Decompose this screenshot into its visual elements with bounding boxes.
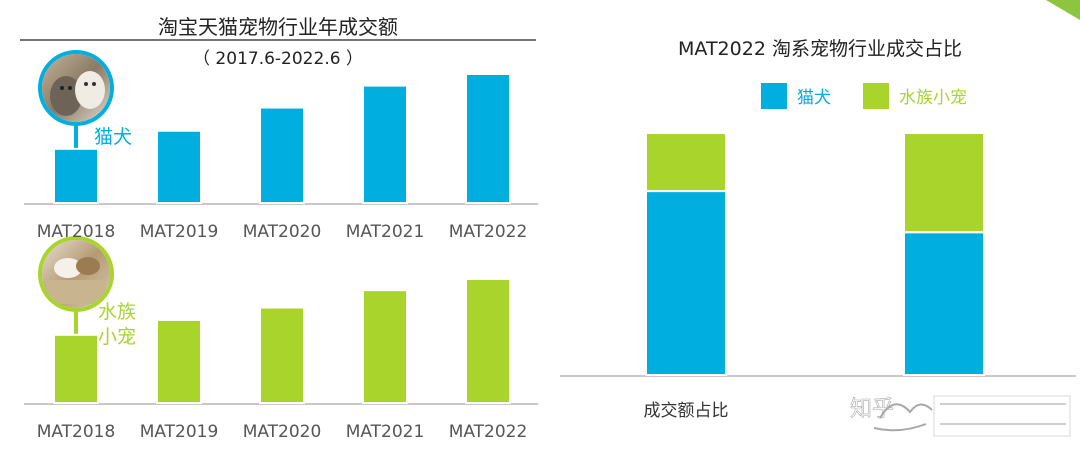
share-bar-2-segment-aquatic — [903, 132, 985, 234]
legend-swatch-aquatic — [863, 83, 889, 109]
creative-logo-icon — [873, 395, 1071, 437]
aquatic-bar-mat2022 — [465, 278, 511, 404]
share-tick-labels: 成交额占比 — [644, 401, 729, 421]
cat-dog-tick-mat2018: MAT2018 — [37, 222, 116, 242]
aquatic-tick-mat2021: MAT2021 — [346, 422, 425, 442]
legend-label-aquatic: 水族小宠 — [899, 88, 967, 108]
aquatic-label-line2: 小宠 — [98, 326, 136, 348]
right-chart-legend: 猫犬 水族小宠 — [761, 83, 967, 109]
cat-dog-tick-mat2019: MAT2019 — [140, 222, 219, 242]
aquatic-tick-mat2020: MAT2020 — [243, 422, 322, 442]
left-chart-subtitle: （ 2017.6-2022.6 ） — [193, 49, 363, 69]
cat-dog-photo-icon — [38, 50, 114, 126]
cat-dog-bar-mat2021 — [362, 84, 408, 204]
aquatic-tick-labels: MAT2018 MAT2019 MAT2020 MAT2021 MAT2022 — [37, 422, 528, 442]
small-pet-photo-icon — [38, 236, 114, 312]
aquatic-tick-mat2022: MAT2022 — [449, 422, 528, 442]
cat-dog-bar-mat2018 — [53, 147, 99, 205]
cat-dog-tick-mat2021: MAT2021 — [346, 222, 425, 242]
share-bar-1-segment-cat-dog — [645, 190, 727, 376]
cat-dog-bars — [53, 73, 511, 205]
share-bar-1-segment-aquatic — [645, 132, 727, 193]
cat-dog-tick-mat2022: MAT2022 — [449, 222, 528, 242]
cat-dog-bar-mat2019 — [156, 129, 202, 204]
legend-label-cat-dog: 猫犬 — [797, 88, 831, 108]
share-bar-2-segment-cat-dog — [903, 231, 985, 376]
left-chart-title: 淘宝天猫宠物行业年成交额 — [158, 15, 398, 39]
cat-dog-bar-mat2022 — [465, 73, 511, 204]
cat-dog-label: 猫犬 — [94, 126, 132, 148]
aquatic-bars — [53, 278, 511, 405]
share-tick-1: 成交额占比 — [644, 401, 729, 421]
aquatic-bar-mat2019 — [156, 318, 202, 405]
legend-swatch-cat-dog — [761, 83, 787, 109]
aquatic-label-line1: 水族 — [98, 301, 136, 323]
cat-dog-bar-mat2020 — [259, 106, 305, 204]
aquatic-tick-mat2019: MAT2019 — [140, 422, 219, 442]
aquatic-bar-mat2020 — [259, 306, 305, 404]
right-chart-title: MAT2022 淘系宠物行业成交占比 — [678, 38, 962, 60]
corner-accent — [1046, 0, 1080, 20]
watermark: 知乎 — [850, 395, 1071, 437]
cat-dog-tick-labels: MAT2018 MAT2019 MAT2020 MAT2021 MAT2022 — [37, 222, 528, 242]
aquatic-bar-mat2021 — [362, 289, 408, 404]
aquatic-bar-mat2018 — [53, 333, 99, 404]
aquatic-tick-mat2018: MAT2018 — [37, 422, 116, 442]
share-stacked-bars — [645, 132, 985, 376]
cat-dog-tick-mat2020: MAT2020 — [243, 222, 322, 242]
